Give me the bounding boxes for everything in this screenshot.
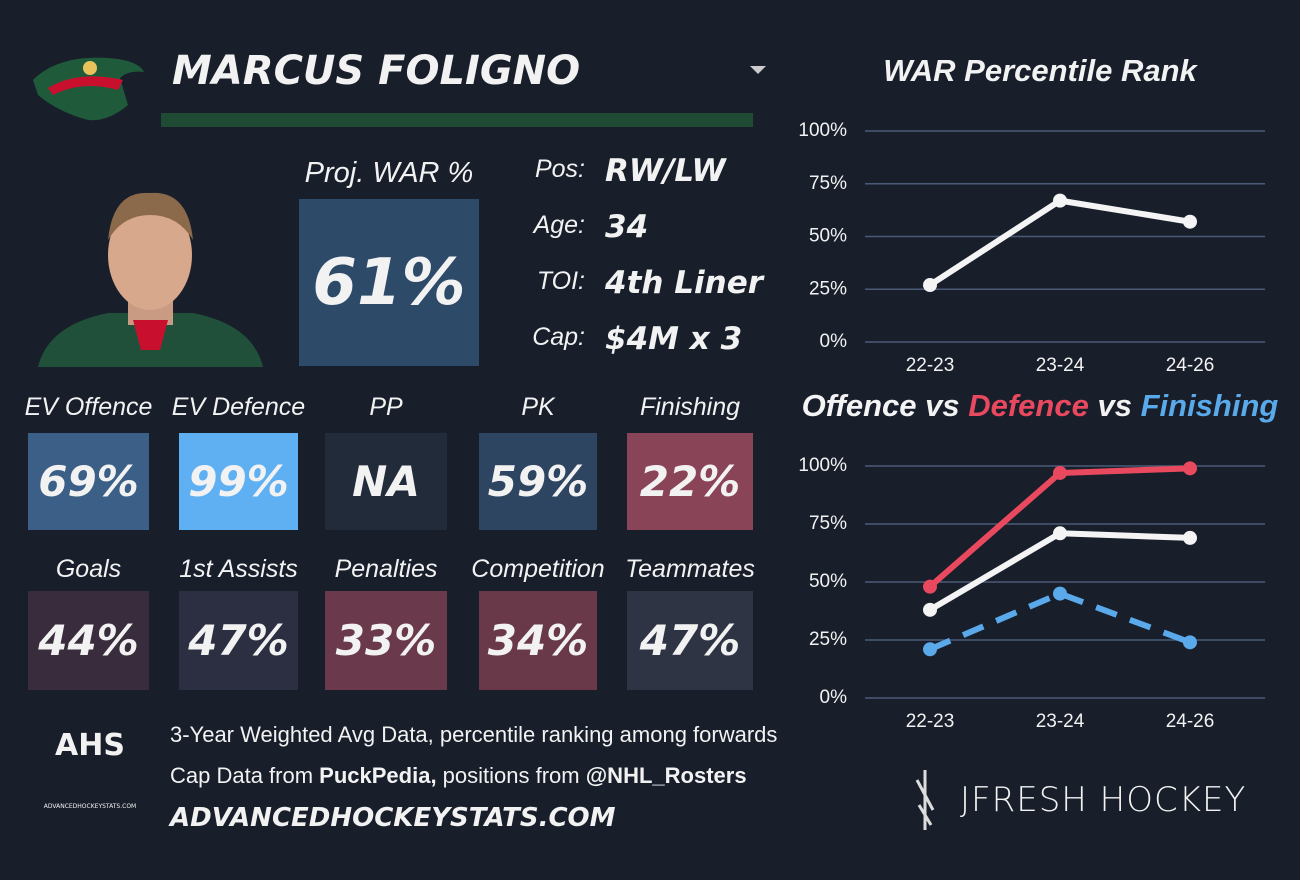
dropdown[interactable]	[750, 66, 768, 76]
legend-separator: vs	[1097, 388, 1131, 423]
info-value: $4M x 3	[605, 321, 743, 357]
tile-label: EV Offence	[24, 393, 153, 421]
legend-entry: Finishing	[1141, 388, 1279, 423]
info-label: Cap:	[532, 323, 585, 351]
info-value: RW/LW	[605, 153, 726, 189]
point	[1183, 530, 1197, 545]
legend-entry: Defence	[968, 388, 1089, 423]
point	[1183, 214, 1197, 229]
tile-value: 69%	[28, 433, 149, 530]
footer-line: 3-Year Weighted Avg Data, percentile ran…	[170, 722, 778, 747]
tile-label: Competition	[471, 555, 605, 583]
y-tick-label: 75%	[809, 173, 847, 194]
x-tick-label: 22-23	[906, 711, 955, 732]
projection-value: 61%	[299, 199, 479, 366]
info-value: 34	[605, 209, 649, 245]
point	[1053, 526, 1067, 541]
projection-label: Proj. WAR %	[304, 157, 474, 189]
tile-value: 99%	[179, 433, 298, 530]
tile-label: Teammates	[625, 555, 755, 583]
tile-value: NA	[325, 433, 447, 530]
ahs-logo: AHS ADVANCEDHOCKEYSTATS.COM	[40, 728, 140, 810]
text: Cap Data from	[170, 763, 320, 788]
point	[1183, 461, 1197, 476]
tile-label: Goals	[55, 555, 122, 583]
legend-entry: Offence	[802, 388, 917, 423]
point	[923, 579, 937, 594]
player-name: MARCUS FOLIGNO	[172, 48, 581, 94]
x-tick-label: 24-26	[1166, 711, 1215, 732]
y-tick-label: 25%	[809, 629, 847, 650]
point	[923, 278, 937, 293]
y-tick-label: 100%	[798, 120, 847, 141]
player-photo	[38, 192, 263, 367]
point	[1053, 465, 1067, 480]
legend-separator: vs	[925, 388, 959, 423]
tile-value: 44%	[28, 591, 149, 690]
y-tick-label: 50%	[809, 226, 847, 247]
team-logo	[33, 57, 144, 121]
x-tick-label: 24-26	[1166, 355, 1215, 376]
tile-label: EV Defence	[171, 393, 306, 421]
tile-label: PK	[521, 393, 555, 421]
tile-value: 22%	[627, 433, 753, 530]
text: positions from	[436, 763, 586, 788]
ahs-logo-site: ADVANCEDHOCKEYSTATS.COM	[43, 803, 137, 810]
point	[923, 642, 937, 657]
footer-line: Cap Data from PuckPedia, positions from …	[170, 763, 747, 789]
point	[1053, 193, 1067, 208]
tile-label: 1st Assists	[179, 555, 298, 583]
info-label: Age:	[533, 211, 585, 239]
y-tick-label: 50%	[809, 571, 847, 592]
y-tick-label: 100%	[798, 455, 847, 476]
info-label: Pos:	[534, 155, 585, 183]
info-label: TOI:	[536, 267, 585, 295]
tile-value: 34%	[479, 591, 597, 690]
x-tick-label: 22-23	[906, 355, 955, 376]
brand-logo	[915, 770, 935, 830]
ahs-logo-text: AHS	[55, 728, 125, 763]
tile-value: 47%	[627, 591, 753, 690]
tile-label: PP	[369, 393, 403, 421]
x-tick-label: 23-24	[1036, 355, 1085, 376]
tile-value: 33%	[325, 591, 447, 690]
point	[1183, 635, 1197, 650]
footer-site: ADVANCEDHOCKEYSTATS.COM	[170, 803, 616, 833]
y-tick-label: 0%	[820, 331, 848, 352]
tile-value: 47%	[179, 591, 298, 690]
source: @NHL_Rosters	[585, 763, 747, 788]
point	[1053, 586, 1067, 601]
info-value: 4th Liner	[605, 265, 764, 301]
chart-title: WAR Percentile Rank	[883, 53, 1198, 88]
tile-value: 59%	[479, 433, 597, 530]
x-tick-label: 23-24	[1036, 711, 1085, 732]
charts: WAR Percentile Rank 0% 25% 50% 75% 100% 22-23 2…	[798, 53, 1279, 732]
tile-label: Finishing	[639, 393, 741, 421]
y-tick-label: 0%	[820, 687, 848, 708]
name-underline	[161, 113, 753, 127]
y-tick-label: 25%	[809, 278, 847, 299]
series-line	[928, 197, 1191, 288]
series-line	[928, 590, 1192, 653]
source: PuckPedia,	[319, 763, 437, 788]
brand: JFRESH HOCKEY	[960, 780, 1247, 820]
y-tick-label: 75%	[809, 513, 847, 534]
chart-legend: Offence vs Defence vs Finishing	[802, 388, 1279, 423]
tile-label: Penalties	[334, 555, 438, 583]
point	[923, 602, 937, 617]
